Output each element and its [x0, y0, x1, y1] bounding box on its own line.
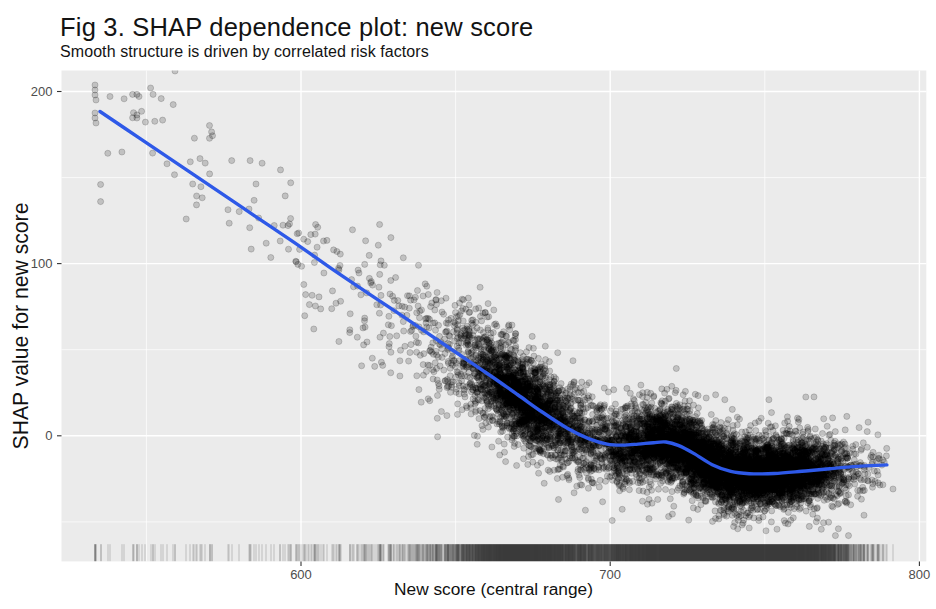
svg-text:100: 100 — [31, 256, 53, 271]
svg-text:New score (central range): New score (central range) — [394, 579, 593, 599]
svg-text:SHAP value for new score: SHAP value for new score — [9, 203, 32, 450]
svg-text:700: 700 — [599, 567, 621, 582]
svg-text:600: 600 — [290, 567, 312, 582]
svg-text:800: 800 — [909, 567, 931, 582]
svg-text:Smooth structure is driven by: Smooth structure is driven by correlated… — [60, 43, 429, 60]
svg-text:0: 0 — [45, 428, 52, 443]
svg-text:200: 200 — [31, 84, 53, 99]
svg-text:Fig 3. SHAP dependence plot: n: Fig 3. SHAP dependence plot: new score — [60, 13, 534, 41]
